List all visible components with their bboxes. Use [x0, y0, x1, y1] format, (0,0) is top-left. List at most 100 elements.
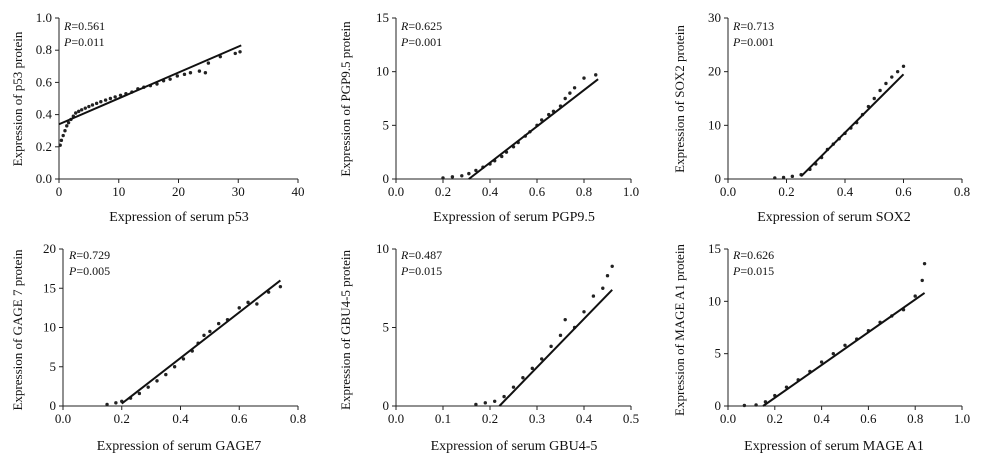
x-tick-label: 20 [172, 184, 185, 199]
data-point [500, 154, 504, 159]
x-tick-label: 0.0 [388, 411, 404, 426]
data-point [872, 96, 876, 101]
data-point [913, 294, 917, 298]
data-point [591, 294, 596, 298]
x-tick-label: 0.0 [720, 184, 736, 199]
data-point [884, 81, 888, 86]
data-point [572, 86, 577, 90]
p-value: =0.015 [408, 264, 442, 278]
y-tick-label: 5 [383, 320, 390, 335]
r-value: =0.713 [740, 19, 774, 33]
r-value: =0.625 [408, 19, 442, 33]
x-axis-label: Expression of serum SOX2 [757, 210, 911, 225]
data-point [202, 333, 206, 338]
y-axis-label: Expression of p53 protein [10, 31, 25, 166]
data-point [168, 77, 172, 81]
regression-line [58, 44, 242, 126]
data-point [114, 401, 118, 405]
y-axis-label: Expression of GBU4-5 protein [338, 250, 353, 410]
y-tick-label: 0 [715, 398, 722, 413]
data-point [831, 351, 835, 356]
data-point [61, 133, 65, 138]
data-point [582, 310, 586, 314]
data-point [502, 394, 506, 399]
data-point [238, 50, 242, 54]
data-point [773, 176, 777, 180]
data-point [182, 72, 187, 77]
data-point [77, 109, 81, 114]
data-point [203, 71, 208, 75]
data-point [441, 176, 445, 180]
y-tick-label: 5 [715, 346, 722, 361]
chart-panel-sox2: Expression of SOX2 protein Expression of… [672, 10, 970, 225]
data-point [460, 174, 464, 178]
x-tick-label: 0.2 [778, 184, 794, 199]
y-tick-label: 10 [376, 241, 389, 256]
x-axis-label: Expression of serum GBU4-5 [431, 439, 598, 454]
x-tick-label: 1.0 [954, 411, 970, 426]
x-tick-label: 0.4 [482, 184, 499, 199]
chart-panel-gage7: Expression of GAGE 7 protein Expression … [10, 241, 306, 454]
r-value: =0.626 [740, 248, 774, 262]
x-axis-label: Expression of serum MAGE A1 [744, 439, 924, 454]
data-point [58, 143, 62, 147]
data-point [155, 379, 159, 383]
data-point [74, 111, 78, 115]
y-tick-label: 0.2 [36, 139, 52, 154]
y-tick-label: 10 [376, 64, 389, 79]
data-point [188, 71, 193, 75]
x-tick-label: 0.8 [907, 411, 923, 426]
regression-line [468, 78, 599, 180]
data-point [474, 402, 478, 407]
data-point [113, 95, 117, 99]
x-tick-label: 0.2 [435, 184, 451, 199]
data-point [246, 300, 250, 305]
x-tick-label: 0.6 [231, 411, 248, 426]
p-value: =0.005 [76, 264, 110, 278]
data-point [878, 88, 882, 93]
data-point [922, 261, 927, 266]
data-point [540, 118, 544, 122]
x-tick-label: 0.8 [576, 184, 592, 199]
data-point [781, 175, 786, 180]
p-value: =0.015 [740, 264, 774, 278]
y-tick-label: 0 [383, 398, 390, 413]
data-point [568, 91, 572, 95]
data-point [66, 120, 71, 125]
data-point [103, 98, 108, 102]
data-point [895, 69, 900, 74]
x-tick-label: 0.0 [55, 411, 71, 426]
p-stat: P=0.015 [400, 264, 442, 278]
data-point [558, 333, 563, 338]
regression-line [121, 279, 281, 405]
data-point [181, 357, 186, 361]
p-stat: P=0.001 [732, 35, 774, 49]
y-axis-label: Expression of SOX2 protein [672, 25, 687, 173]
y-tick-label: 0.4 [36, 107, 53, 122]
y-tick-label: 0 [715, 171, 722, 186]
x-tick-label: 0.6 [529, 184, 546, 199]
data-point [493, 399, 497, 403]
x-tick-label: 0.0 [388, 184, 404, 199]
data-point [790, 174, 795, 179]
data-point [582, 76, 586, 80]
y-tick-label: 10 [708, 117, 721, 132]
x-tick-label: 0.4 [172, 411, 189, 426]
data-point [920, 278, 924, 283]
r-value: =0.561 [71, 19, 105, 33]
y-tick-label: 15 [43, 280, 56, 295]
data-point [467, 171, 471, 176]
x-tick-label: 0.4 [576, 411, 593, 426]
data-point [206, 61, 211, 65]
y-tick-label: 0.6 [36, 74, 53, 89]
p-stat: P=0.015 [732, 264, 774, 278]
data-point [216, 321, 221, 326]
data-point [90, 103, 95, 107]
x-tick-label: 10 [112, 184, 125, 199]
data-point [137, 391, 142, 396]
r-stat: R=0.561 [63, 19, 105, 33]
y-tick-label: 0.8 [36, 42, 52, 57]
data-point [819, 360, 824, 364]
data-point [549, 344, 553, 349]
